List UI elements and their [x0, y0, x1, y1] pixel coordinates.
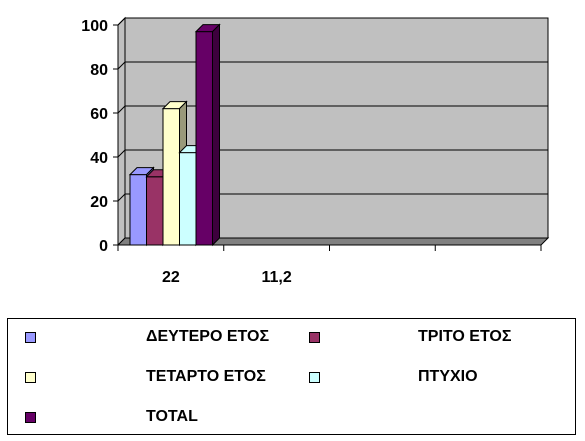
y-tick-label: 100 [81, 18, 108, 35]
bar-side [213, 25, 220, 245]
legend-label-deftero-etos: ΔΕΥΤΕΡΟ ΕΤΟΣ [146, 328, 269, 346]
y-tick-label: 40 [90, 150, 108, 167]
legend-label-ptyxio: ΠΤΥΧΙΟ [418, 368, 478, 386]
bar [147, 177, 164, 245]
bar [163, 109, 180, 245]
chart-side-wall [118, 18, 125, 245]
legend-label-trito-etos: ΤΡΙΤΟ ΕΤΟΣ [418, 328, 511, 346]
legend-label-total: TOTAL [146, 408, 198, 426]
bar [180, 153, 197, 245]
y-tick-label: 60 [90, 106, 108, 123]
legend-swatch-tetarto-etos [25, 372, 36, 383]
y-tick-label: 20 [90, 194, 108, 211]
y-tick-label: 0 [99, 238, 108, 255]
x-tick-label: 11,2 [261, 269, 291, 286]
y-tick-label: 80 [90, 62, 108, 79]
bar [130, 175, 147, 245]
bar [196, 32, 213, 245]
legend-swatch-deftero-etos [25, 332, 36, 343]
chart-legend: ΔΕΥΤΕΡΟ ΕΤΟΣ ΤΡΙΤΟ ΕΤΟΣ ΤΕΤΑΡΤΟ ΕΤΟΣ ΠΤΥ… [7, 318, 576, 435]
chart-plot: 0 20 40 60 80 100 22 11,2 [0, 0, 585, 300]
legend-swatch-ptyxio [309, 372, 320, 383]
legend-swatch-trito-etos [309, 332, 320, 343]
legend-swatch-total [25, 412, 36, 423]
x-tick-label: 22 [162, 269, 180, 286]
legend-label-tetarto-etos: ΤΕΤΑΡΤΟ ΕΤΟΣ [146, 368, 266, 386]
